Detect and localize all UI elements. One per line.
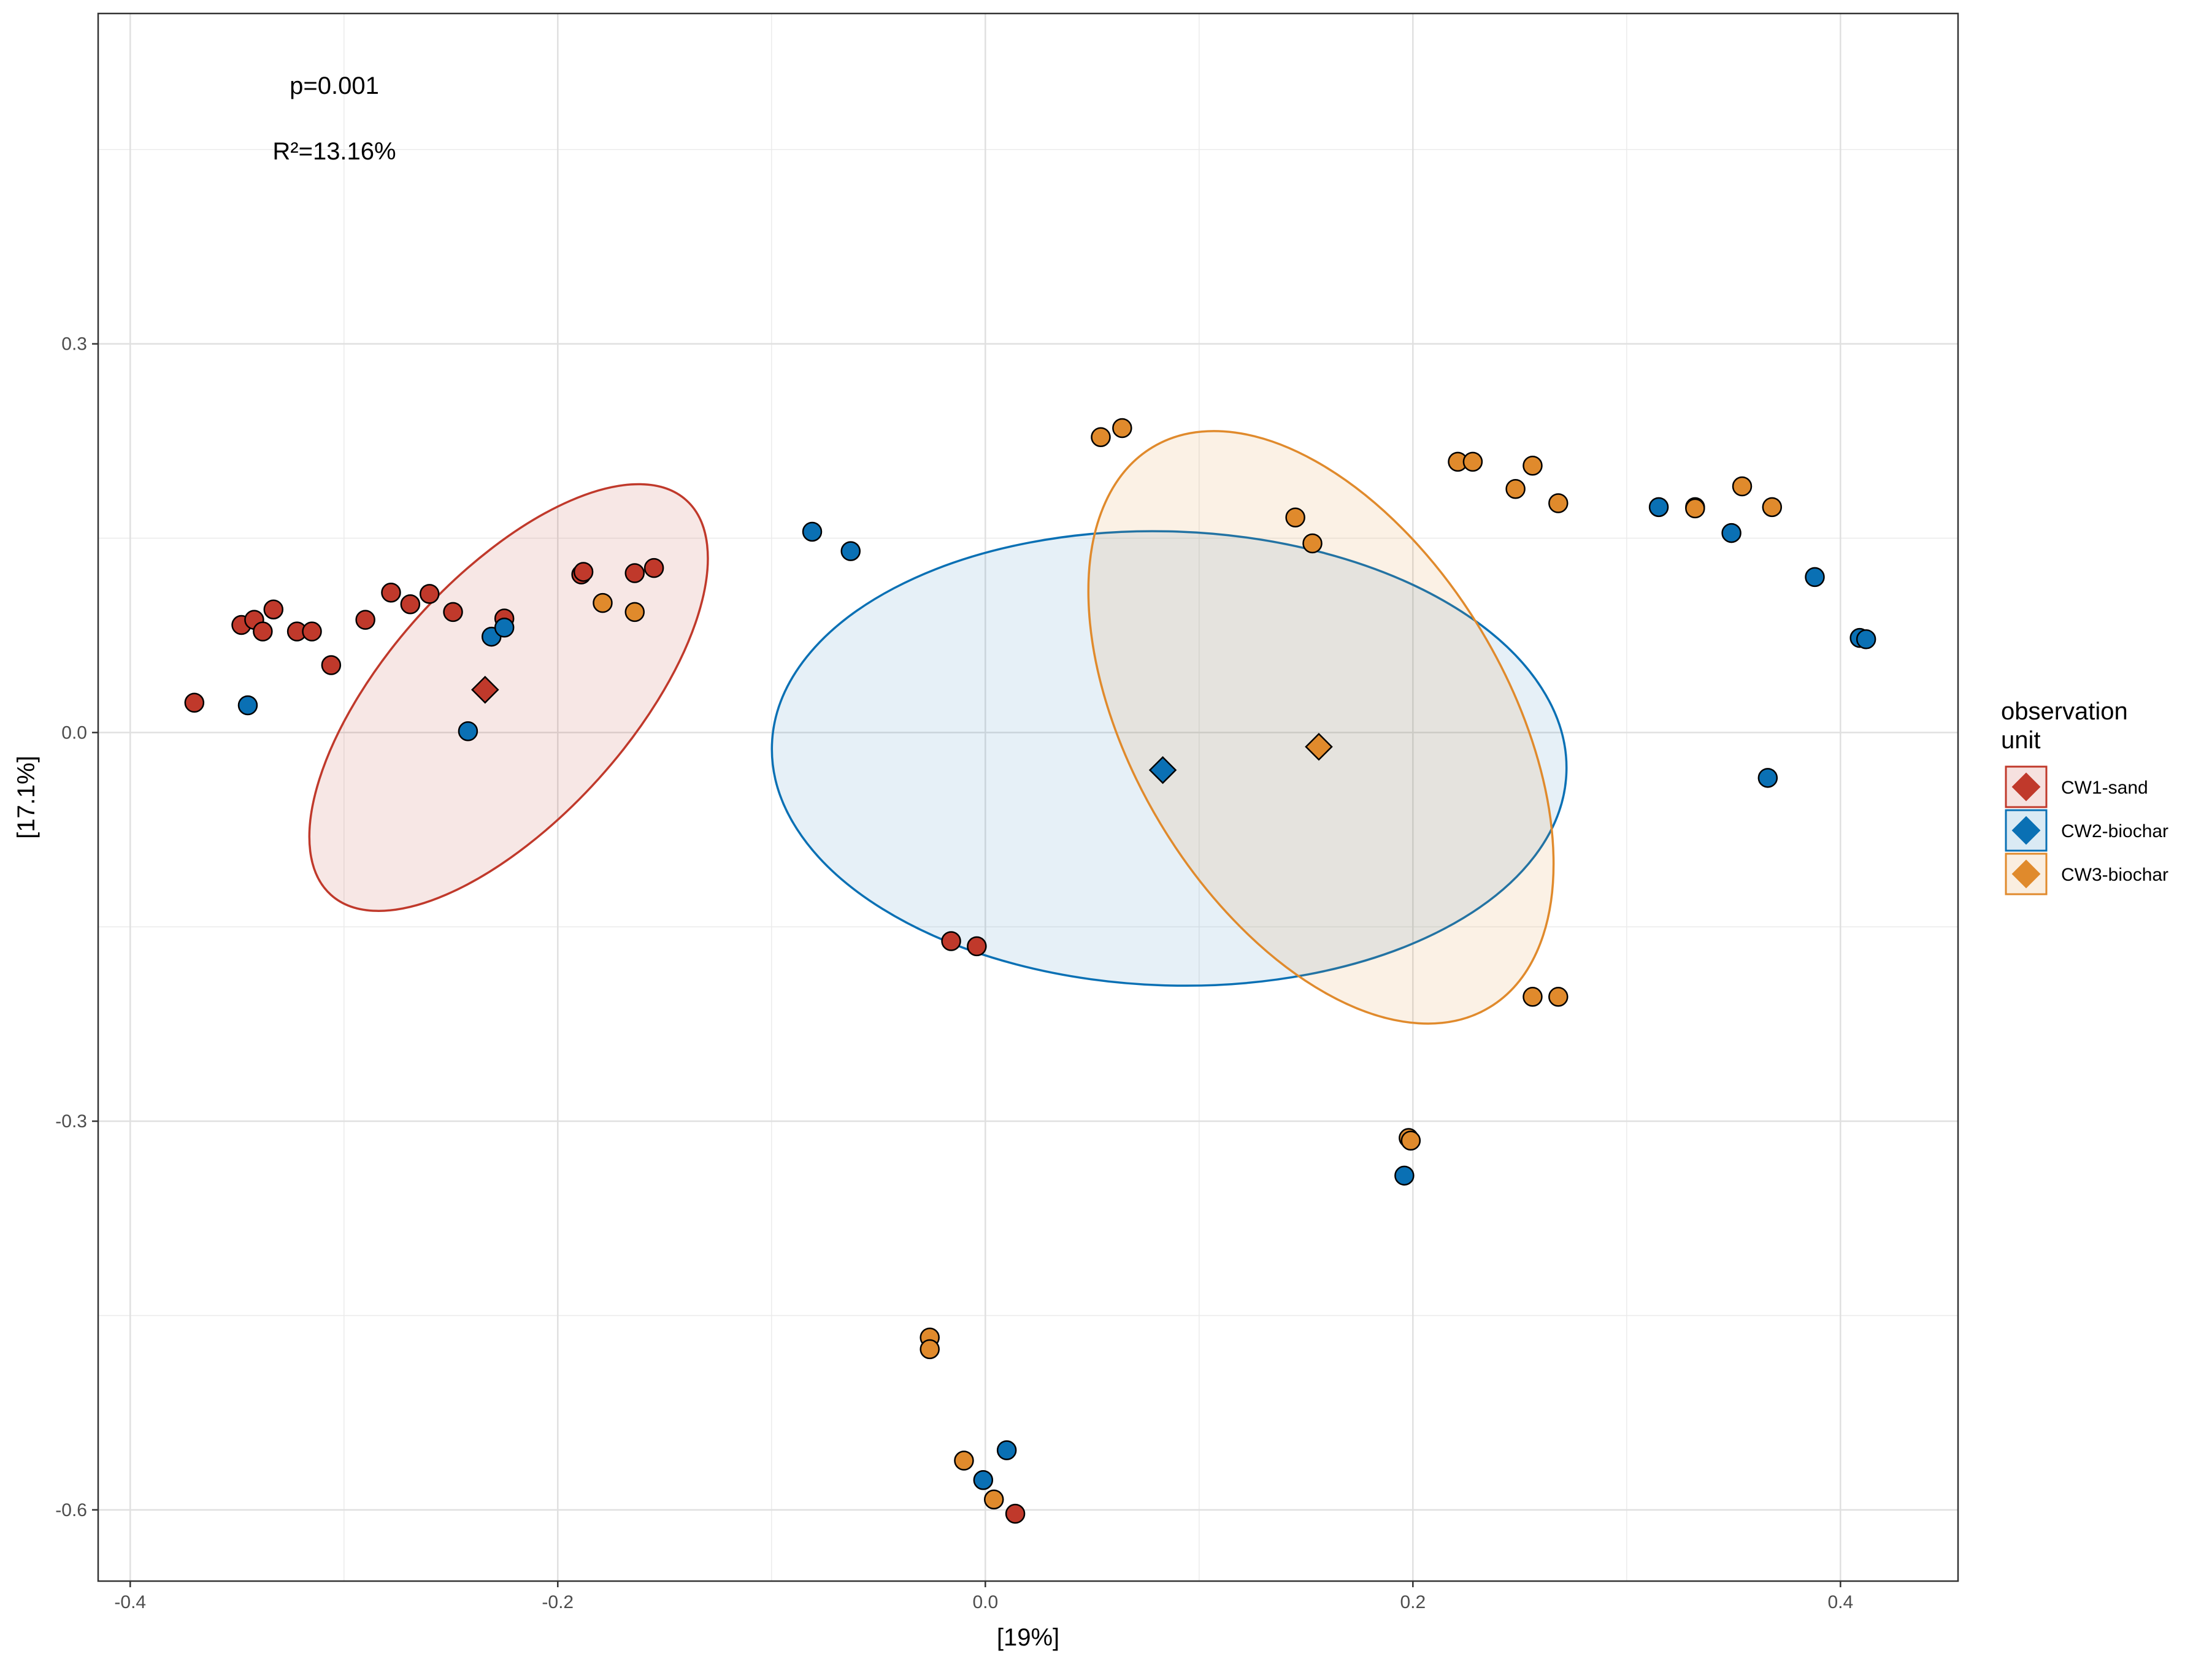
data-point-cw2-biochar — [1648, 497, 1669, 518]
data-point-cw3-biochar — [1505, 478, 1526, 499]
data-point-cw3-biochar — [1285, 507, 1305, 527]
x-axis-title: [19%] — [997, 1624, 1059, 1651]
x-tick-label: -0.2 — [542, 1592, 574, 1612]
legend-item-cw1-sand: CW1-sand — [2005, 765, 2148, 808]
data-point-cw1-sand — [302, 621, 322, 642]
annotation-r-squared: R²=13.16% — [272, 138, 396, 165]
data-point-cw1-sand — [184, 692, 205, 713]
data-point-cw2-biochar — [1394, 1165, 1415, 1186]
data-point-cw3-biochar — [1523, 455, 1543, 476]
y-tick-label: -0.6 — [55, 1500, 87, 1520]
grid-layer — [98, 13, 1958, 1581]
legend-label: CW1-sand — [2061, 778, 2148, 798]
data-point-cw1-sand — [573, 562, 594, 582]
data-point-cw2-biochar — [1721, 523, 1742, 543]
legend-key-diamond — [2011, 772, 2041, 802]
data-point-cw1-sand — [253, 621, 273, 642]
data-point-cw3-biochar — [1091, 427, 1111, 448]
data-point-cw3-biochar — [1112, 418, 1132, 439]
data-point-cw2-biochar — [1757, 768, 1778, 788]
data-point-cw1-sand — [419, 584, 440, 604]
data-point-cw1-sand — [263, 599, 284, 619]
data-point-cw3-biochar — [954, 1450, 974, 1471]
y-axis-title: [17.1%] — [13, 756, 40, 839]
x-tick-label: 0.0 — [972, 1592, 998, 1612]
data-point-cw1-sand — [381, 582, 401, 603]
data-point-cw3-biochar — [920, 1339, 940, 1360]
x-tick-label: 0.2 — [1400, 1592, 1426, 1612]
y-tick-label: 0.3 — [61, 334, 87, 354]
legend: observation unit CW1-sand CW2-biochar CW3-… — [2001, 698, 2168, 895]
data-point-cw3-biochar — [1548, 493, 1569, 513]
data-point-cw3-biochar — [593, 592, 613, 613]
legend-title-line-1: observation — [2001, 698, 2128, 725]
centroid-marker-cw1-sand — [471, 675, 499, 704]
x-tick-label: 0.4 — [1827, 1592, 1853, 1612]
data-point-cw1-sand — [643, 557, 664, 578]
legend-label: CW2-biochar — [2061, 821, 2168, 841]
data-point-cw2-biochar — [840, 541, 861, 561]
data-point-cw1-sand — [443, 602, 463, 623]
data-point-cw3-biochar — [624, 602, 645, 623]
data-point-cw1-sand — [355, 610, 375, 630]
data-point-cw2-biochar — [973, 1469, 994, 1490]
data-point-cw2-biochar — [458, 721, 478, 741]
axis-layer: -0.4 -0.2 0.0 0.2 0.4 0.3 0.0 -0.3 -0.6 — [55, 334, 1853, 1612]
data-point-cw2-biochar — [1856, 629, 1876, 649]
legend-label: CW3-biochar — [2061, 865, 2168, 885]
data-point-cw2-biochar — [237, 695, 258, 716]
data-point-cw1-sand — [941, 931, 961, 951]
centroid-marker-cw3-biochar — [1305, 732, 1333, 761]
y-tick-label: -0.3 — [55, 1111, 87, 1132]
legend-title-line-2: unit — [2001, 727, 2041, 754]
data-point-cw1-sand — [967, 936, 987, 957]
data-point-cw2-biochar — [996, 1440, 1017, 1460]
legend-key-diamond — [2011, 859, 2041, 889]
y-tick-label: 0.0 — [61, 722, 87, 743]
confidence-ellipse-cw2-biochar — [770, 530, 1568, 987]
data-point-cw1-sand — [321, 655, 342, 675]
legend-item-cw2-biochar: CW2-biochar — [2005, 809, 2168, 852]
ellipse-layer — [308, 430, 1568, 1025]
data-point-cw3-biochar — [983, 1489, 1004, 1510]
legend-key-diamond — [2011, 816, 2041, 845]
data-point-cw3-biochar — [1762, 497, 1783, 518]
data-point-cw2-biochar — [494, 618, 515, 638]
centroid-layer — [471, 675, 1333, 784]
confidence-ellipse-cw3-biochar — [1087, 430, 1555, 1025]
data-point-cw3-biochar — [1732, 476, 1753, 497]
legend-item-cw3-biochar: CW3-biochar — [2005, 852, 2168, 895]
data-point-cw2-biochar — [1805, 567, 1825, 588]
centroid-marker-cw2-biochar — [1148, 756, 1177, 784]
data-point-cw1-sand — [400, 594, 421, 615]
data-point-cw1-sand — [1005, 1503, 1026, 1524]
points-layer — [184, 418, 1876, 1524]
data-point-cw3-biochar — [1685, 498, 1705, 519]
annotation-p-value: p=0.001 — [290, 72, 379, 99]
data-point-cw3-biochar — [1400, 1130, 1421, 1151]
data-point-cw1-sand — [624, 563, 645, 583]
x-tick-label: -0.4 — [114, 1592, 146, 1612]
plot-panel-border — [97, 12, 1959, 1582]
data-point-cw3-biochar — [1462, 451, 1483, 472]
confidence-ellipse-cw1-sand — [308, 483, 709, 912]
plot-background — [98, 13, 1958, 1581]
data-point-cw3-biochar — [1523, 987, 1543, 1007]
data-point-cw2-biochar — [802, 521, 823, 542]
data-point-cw3-biochar — [1302, 533, 1323, 554]
data-point-cw3-biochar — [1548, 987, 1569, 1007]
